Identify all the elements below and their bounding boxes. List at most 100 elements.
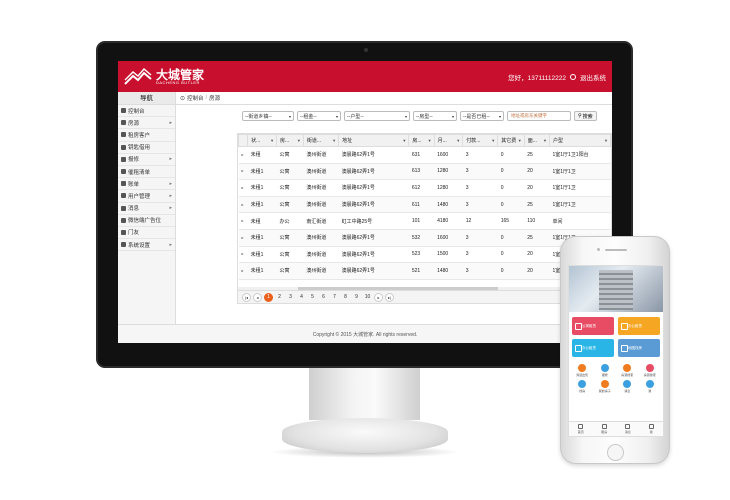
page-number-button[interactable]: 2 bbox=[278, 294, 281, 300]
search-button[interactable]: ⚲ 搜索 bbox=[574, 111, 597, 121]
expand-cell[interactable]: ▸ bbox=[238, 212, 248, 230]
page-number-button[interactable]: 8 bbox=[344, 294, 347, 300]
filter-icon[interactable]: ▼ bbox=[270, 138, 275, 143]
expand-cell[interactable]: ▸ bbox=[238, 179, 248, 197]
expand-row-icon[interactable]: ▸ bbox=[241, 234, 244, 240]
phone-tab[interactable]: 我 bbox=[640, 422, 664, 436]
page-number-button[interactable]: 4 bbox=[300, 294, 303, 300]
column-header[interactable]: 其它费 ▼ bbox=[497, 134, 525, 147]
filter-icon[interactable]: ▼ bbox=[604, 138, 608, 143]
filter-icon[interactable]: ▼ bbox=[427, 138, 432, 143]
filter-icon[interactable]: ▼ bbox=[456, 138, 461, 143]
table-row[interactable]: ▸ 未租 公寓 澳州街道 澳晨路62弄1号 631 1600 3 0 25 1室1厅1卫1阳台 bbox=[238, 146, 611, 164]
sidebar-item[interactable]: 用户管理 ▸ bbox=[118, 190, 175, 203]
search-input[interactable]: 地址或房东关键字 bbox=[507, 111, 571, 121]
table-row[interactable]: ▸未租1公寓澳州街道澳晨路62弄1号523150030201室1厅1卫 bbox=[238, 246, 611, 264]
phone-tile[interactable]: 办公租赁 bbox=[618, 317, 660, 335]
phone-shortcut[interactable]: 找房 bbox=[571, 380, 594, 393]
page-number-button[interactable]: 1 bbox=[264, 292, 273, 302]
phone-shortcut[interactable]: 我的房子 bbox=[594, 380, 617, 393]
phone-shortcut[interactable]: 房源搜索 bbox=[639, 364, 662, 377]
column-header[interactable]: 付款... ▼ bbox=[462, 134, 499, 147]
page-number-button[interactable]: 9 bbox=[355, 294, 358, 300]
phone-tile[interactable]: 公寓租赁 bbox=[572, 317, 614, 335]
column-header[interactable]: 面... ▼ bbox=[523, 134, 550, 147]
filter-icon[interactable]: ▼ bbox=[296, 138, 301, 143]
horizontal-scrollbar[interactable] bbox=[238, 287, 611, 290]
last-page-button[interactable]: ▸| bbox=[385, 292, 394, 302]
filter-icon[interactable]: ▼ bbox=[491, 138, 496, 143]
page-number-button[interactable]: 5 bbox=[311, 294, 314, 300]
filter-icon[interactable]: ▼ bbox=[542, 138, 547, 143]
rent-select[interactable]: --租金-- ▾ bbox=[297, 111, 341, 121]
sidebar-item[interactable]: 账单 ▸ bbox=[118, 178, 175, 191]
sidebar-item[interactable]: 报修 ▸ bbox=[118, 154, 175, 166]
sidebar-item[interactable]: 系统设置 ▸ bbox=[118, 239, 175, 252]
column-header[interactable]: 状... ▼ bbox=[247, 134, 278, 147]
sidebar-item[interactable]: 消息 ▸ bbox=[118, 203, 175, 215]
expand-row-icon[interactable]: ▸ bbox=[241, 201, 244, 207]
expand-cell[interactable]: ▸ bbox=[238, 146, 248, 164]
rented-select[interactable]: --是否已租-- ▾ bbox=[460, 111, 504, 121]
expand-row-icon[interactable]: ▸ bbox=[241, 218, 244, 224]
logout-link[interactable]: 退出系统 bbox=[580, 74, 606, 82]
phone-tile[interactable]: 地图找房 bbox=[618, 339, 660, 357]
column-header[interactable]: 房... ▼ bbox=[276, 134, 304, 147]
filter-icon[interactable]: ▼ bbox=[332, 138, 337, 143]
phone-tab[interactable]: 消息 bbox=[616, 422, 640, 436]
app-logo[interactable]: 大城管家 DACHENG BUTLER bbox=[124, 67, 204, 86]
phone-shortcut[interactable]: 报修 bbox=[594, 364, 617, 377]
table-row[interactable]: ▸ 未租1 公寓 澳州街道 澳晨路62弄1号 532 1600 3 0 25 1室1厅1卫 bbox=[238, 229, 611, 247]
sidebar-item[interactable]: 租房客户 bbox=[118, 129, 175, 142]
scrollbar-thumb[interactable] bbox=[298, 287, 498, 290]
layout-select[interactable]: --户型-- ▾ bbox=[344, 111, 410, 121]
expand-cell[interactable]: ▸ bbox=[238, 246, 248, 264]
expand-row-icon[interactable]: ▸ bbox=[241, 184, 244, 190]
sidebar-item[interactable]: 微信端广告位 bbox=[118, 215, 175, 227]
expand-row-icon[interactable]: ▸ bbox=[241, 267, 244, 273]
page-number-button[interactable]: 6 bbox=[322, 294, 325, 300]
column-header[interactable]: 房... ▼ bbox=[408, 134, 435, 147]
page-number-button[interactable]: 7 bbox=[333, 294, 336, 300]
page-number-button[interactable]: 3 bbox=[289, 294, 292, 300]
table-row[interactable]: ▸ 未租 办公 南汇街道 虹工中路25号 101 4180 12 165 110 单间 bbox=[238, 212, 611, 230]
phone-shortcut[interactable]: 房源搜索 bbox=[616, 364, 639, 377]
first-page-button[interactable]: |◂ bbox=[242, 292, 251, 302]
type-select[interactable]: --房型-- ▾ bbox=[413, 111, 457, 121]
table-row[interactable]: ▸未租1公寓澳州街道澳晨路62弄1号521148030201室1厅1卫 bbox=[238, 262, 611, 280]
expand-cell[interactable]: ▸ bbox=[238, 262, 248, 280]
phone-shortcut[interactable]: 消息 bbox=[616, 380, 639, 393]
expand-row-icon[interactable]: ▸ bbox=[241, 168, 244, 174]
prev-page-button[interactable]: ◂ bbox=[253, 292, 262, 302]
breadcrumb-home[interactable]: 控制台 bbox=[187, 96, 204, 102]
table-row[interactable]: ▸ 未租1 公寓 澳州街道 澳晨路62弄1号 611 1480 3 0 25 1室1厅1卫 bbox=[238, 196, 611, 214]
table-row[interactable]: ▸ 未租1 公寓 澳州街道 澳晨路62弄1号 613 1280 3 0 20 1室1厅1卫 bbox=[238, 163, 611, 181]
filter-icon[interactable]: ▼ bbox=[517, 138, 522, 143]
sidebar-item[interactable]: 门友 bbox=[118, 227, 175, 240]
column-header[interactable]: 街道... ▼ bbox=[302, 134, 340, 147]
expand-cell[interactable]: ▸ bbox=[238, 196, 248, 214]
expand-cell[interactable]: ▸ bbox=[238, 229, 248, 247]
column-header[interactable]: 月... ▼ bbox=[433, 134, 464, 147]
sidebar-item[interactable]: 控制台 bbox=[118, 105, 175, 118]
page-number-button[interactable]: 10 bbox=[364, 294, 371, 300]
phone-tab[interactable]: 首页 bbox=[569, 422, 593, 436]
street-select[interactable]: --街道乡镇-- ▾ bbox=[242, 111, 294, 121]
expand-row-icon[interactable]: ▸ bbox=[241, 251, 244, 257]
expand-row-icon[interactable]: ▸ bbox=[241, 151, 244, 157]
power-icon[interactable] bbox=[570, 73, 576, 80]
sidebar-item[interactable]: 钥匙借用 bbox=[118, 142, 175, 154]
next-page-button[interactable]: ▸ bbox=[374, 292, 383, 302]
table-row[interactable]: ▸ 未租1 公寓 澳州街道 澳晨路62弄1号 612 1280 3 0 20 1室1厅1卫 bbox=[238, 179, 611, 197]
phone-banner-image[interactable] bbox=[569, 266, 663, 312]
sidebar-item[interactable]: 催租清单 bbox=[118, 166, 175, 179]
phone-shortcut[interactable]: 我 bbox=[639, 380, 662, 393]
phone-tab[interactable]: 租房 bbox=[593, 422, 617, 436]
home-button[interactable] bbox=[607, 444, 624, 461]
column-header[interactable]: 户型 ▼ bbox=[548, 134, 611, 147]
sidebar-item[interactable]: 房源 ▸ bbox=[118, 117, 175, 130]
phone-tile[interactable]: 办公租赁 bbox=[572, 339, 614, 357]
column-header[interactable]: 地址 ▼ bbox=[338, 134, 410, 147]
phone-shortcut[interactable]: 筛选出售 bbox=[571, 364, 594, 377]
expand-cell[interactable]: ▸ bbox=[238, 163, 248, 181]
